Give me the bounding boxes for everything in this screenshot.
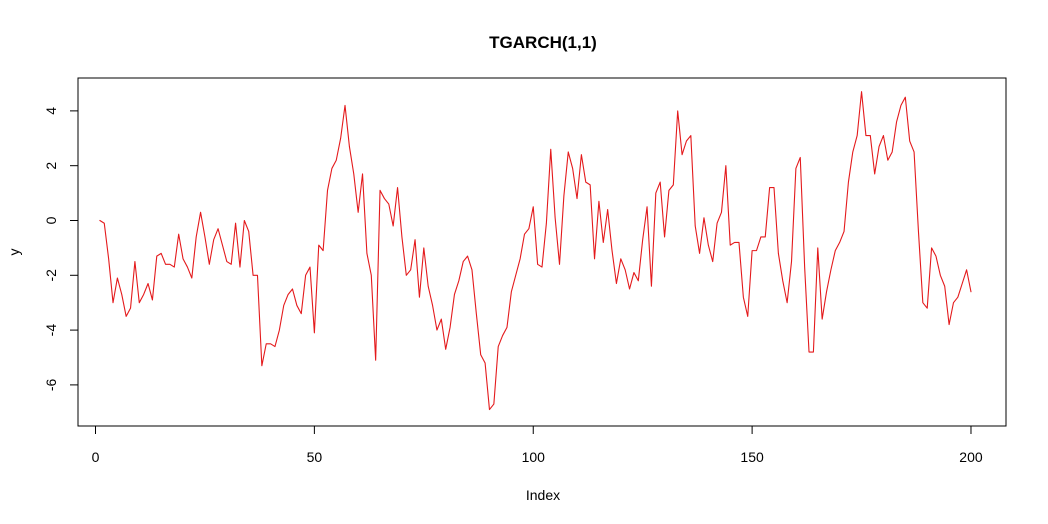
x-axis: 0 50 100 150 200	[92, 425, 983, 465]
x-axis-label: Index	[526, 487, 560, 503]
y-tick-label: 4	[43, 107, 59, 115]
x-tick-label: 200	[959, 449, 983, 465]
y-axis-label: y	[6, 249, 22, 256]
x-tick-label: 50	[307, 449, 323, 465]
chart-title: TGARCH(1,1)	[489, 33, 597, 52]
y-tick-label: -6	[43, 378, 59, 391]
plot-area-frame	[77, 77, 1007, 427]
series-layer	[99, 91, 972, 411]
x-tick-label: 150	[740, 449, 764, 465]
y-tick-label: 2	[43, 162, 59, 170]
y-tick-label: -2	[43, 269, 59, 282]
x-tick-label: 0	[92, 449, 100, 465]
y-tick-label: 0	[43, 216, 59, 224]
y-axis: -6 -4 -2 0 2 4	[43, 107, 79, 391]
y-tick-label: -4	[43, 324, 59, 337]
x-tick-label: 100	[522, 449, 546, 465]
series-line-0	[99, 91, 972, 411]
